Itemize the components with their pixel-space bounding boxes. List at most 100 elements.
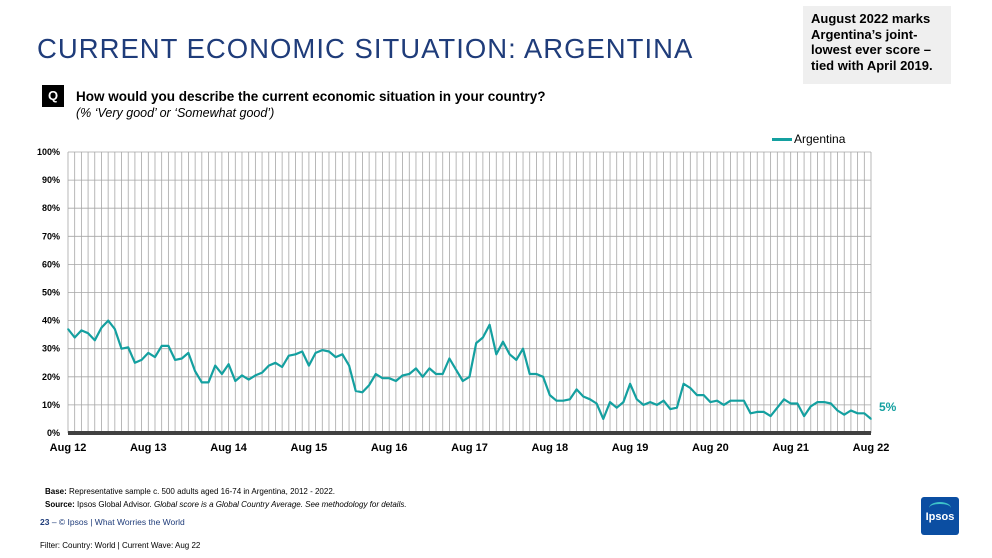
- data-point: [803, 415, 805, 417]
- x-tick-label: Aug 22: [853, 442, 890, 454]
- data-point: [656, 404, 658, 406]
- line-chart: 0% 10% 20% 30% 40% 50% 60% 70% 80% 90% 100% Aug 12 A…: [37, 147, 897, 454]
- y-tick-label: 10%: [42, 400, 60, 410]
- data-point: [455, 368, 457, 371]
- data-point: [114, 328, 116, 330]
- y-tick-label: 20%: [42, 372, 60, 382]
- data-point: [147, 352, 150, 354]
- data-point: [743, 399, 745, 402]
- data-point: [595, 402, 598, 405]
- data-point: [635, 398, 638, 401]
- data-point: [368, 384, 370, 387]
- data-point: [482, 336, 484, 339]
- x-tick-label: Aug 14: [210, 442, 248, 454]
- data-point: [682, 383, 685, 385]
- data-point: [649, 401, 651, 403]
- data-point: [140, 359, 143, 361]
- data-point: [107, 319, 109, 322]
- data-point: [468, 376, 471, 378]
- data-point: [870, 418, 872, 420]
- data-point: [823, 401, 825, 403]
- y-tick-label: 0%: [47, 428, 60, 438]
- data-point: [809, 405, 812, 408]
- data-point: [201, 381, 203, 384]
- data-point: [354, 390, 357, 392]
- data-point: [756, 411, 759, 413]
- y-tick-label: 50%: [42, 288, 60, 298]
- data-point: [615, 406, 618, 409]
- data-point: [582, 395, 585, 398]
- data-point: [381, 377, 384, 380]
- data-point: [187, 352, 190, 354]
- data-point: [575, 388, 578, 391]
- data-point: [602, 418, 605, 420]
- data-point: [160, 345, 163, 347]
- data-point: [388, 377, 391, 380]
- data-point: [508, 353, 511, 356]
- x-tick-label: Aug 20: [692, 442, 729, 454]
- data-point: [321, 349, 324, 351]
- data-point: [341, 353, 344, 356]
- filter-text: Filter: Country: World | Current Wave: A…: [40, 541, 201, 550]
- source-label: Source:: [45, 500, 75, 509]
- legend-label: Argentina: [794, 132, 846, 146]
- data-point: [789, 402, 792, 405]
- y-tick-label: 90%: [42, 175, 60, 185]
- data-point: [850, 409, 852, 412]
- data-point: [294, 353, 297, 356]
- chart-legend: Argentina: [772, 132, 845, 146]
- data-point: [67, 328, 69, 330]
- data-point: [401, 374, 404, 377]
- y-tick-label: 70%: [42, 231, 60, 241]
- data-point: [73, 336, 76, 339]
- data-point: [93, 339, 96, 342]
- data-point: [234, 380, 237, 382]
- data-point: [227, 363, 230, 365]
- data-point: [609, 401, 611, 403]
- data-point: [462, 380, 464, 382]
- data-point: [361, 391, 364, 394]
- data-point: [167, 345, 170, 347]
- data-point: [288, 354, 290, 357]
- data-point: [562, 399, 564, 402]
- x-tick-label: Aug 18: [531, 442, 568, 454]
- question-text: How would you describe the current econo…: [76, 89, 546, 104]
- data-point: [709, 401, 712, 403]
- y-tick-label: 30%: [42, 344, 60, 354]
- data-point: [448, 357, 451, 360]
- x-tick-label: Aug 19: [612, 442, 649, 454]
- data-point: [722, 404, 725, 406]
- data-point: [314, 352, 317, 354]
- data-point: [769, 415, 772, 417]
- data-point: [535, 373, 538, 375]
- data-point: [207, 381, 210, 384]
- data-point: [261, 371, 263, 374]
- data-point: [334, 356, 337, 358]
- data-point: [120, 347, 123, 350]
- data-point: [180, 357, 183, 360]
- data-point: [435, 373, 437, 375]
- footnote-source: Source: Ipsos Global Advisor. Global sco…: [45, 500, 407, 509]
- data-point: [816, 401, 819, 403]
- data-point: [736, 399, 738, 402]
- data-point: [629, 383, 631, 385]
- y-tick-label: 40%: [42, 316, 60, 326]
- x-tick-label: Aug 16: [371, 442, 408, 454]
- page-number: 23: [40, 517, 50, 527]
- data-point: [134, 361, 136, 364]
- data-point: [415, 367, 417, 370]
- data-point: [267, 364, 270, 367]
- data-point: [100, 326, 103, 329]
- data-point: [348, 364, 350, 367]
- callout-box: August 2022 marks Argentina’s joint-lowe…: [803, 6, 951, 84]
- x-tick-label: Aug 17: [451, 442, 488, 454]
- base-label: Base:: [45, 487, 67, 496]
- data-point: [475, 342, 477, 344]
- data-point: [241, 374, 243, 377]
- data-point: [127, 346, 130, 349]
- y-tick-label: 80%: [42, 203, 60, 213]
- data-point: [856, 412, 859, 415]
- data-point: [783, 398, 785, 401]
- base-text: Representative sample c. 500 adults aged…: [69, 487, 335, 496]
- data-point: [863, 412, 866, 415]
